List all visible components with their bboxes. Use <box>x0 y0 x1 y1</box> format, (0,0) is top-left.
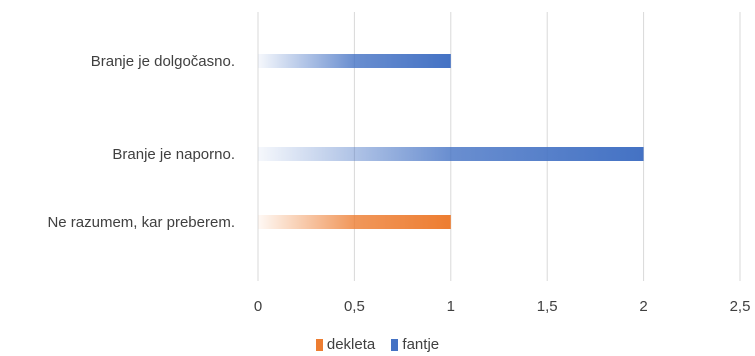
legend-label-dekleta: dekleta <box>326 336 376 353</box>
legend: dekleta fantje <box>0 336 755 355</box>
x-tick-label: 1,5 <box>537 298 558 315</box>
x-tick-label: 2,5 <box>730 298 751 315</box>
bar-dekleta <box>258 215 451 229</box>
legend-item-fantje: fantje <box>391 336 439 353</box>
legend-item-dekleta: dekleta <box>315 336 376 353</box>
legend-swatch-dekleta <box>315 338 323 351</box>
x-tick-label: 2 <box>639 298 647 315</box>
legend-label-fantje: fantje <box>402 336 440 353</box>
category-label: Branje je dolgočasno. <box>91 53 235 70</box>
category-label: Ne razumem, kar preberem. <box>47 214 235 231</box>
bar-fantje <box>258 147 644 161</box>
x-tick-label: 0 <box>254 298 262 315</box>
x-tick-label: 0,5 <box>344 298 365 315</box>
legend-swatch-fantje <box>391 338 399 351</box>
bar-fantje <box>258 54 451 68</box>
category-label: Branje je naporno. <box>112 146 235 163</box>
x-tick-label: 1 <box>447 298 455 315</box>
